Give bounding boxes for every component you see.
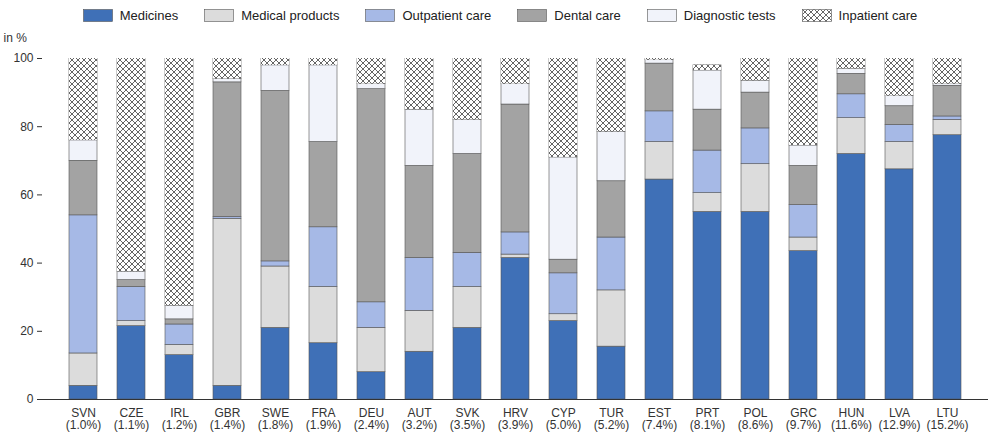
svg-text:40: 40 [20,256,34,270]
svg-text:SWE(1.8%): SWE(1.8%) [258,406,293,432]
svg-text:SVN(1.0%): SVN(1.0%) [66,406,101,432]
svg-text:HRV(3.9%): HRV(3.9%) [498,406,533,432]
html-text:Inpatient care: Inpatient care [838,7,918,23]
svg-text:in %: in % [4,31,28,45]
svg-text:CYP(5.0%): CYP(5.0%) [546,406,581,432]
svg-text:LVA(12.9%): LVA(12.9%) [878,406,920,432]
html-text:Diagnostic tests: Diagnostic tests [683,7,776,23]
svg-text:GBR(1.4%): GBR(1.4%) [210,406,245,432]
svg-text:60: 60 [20,188,34,202]
svg-text:POL(8.6%): POL(8.6%) [738,406,773,432]
svg-text:DEU(2.4%): DEU(2.4%) [354,406,389,432]
svg-text:AUT(3.2%): AUT(3.2%) [402,406,437,432]
svg-text:TUR(5.2%): TUR(5.2%) [594,406,629,432]
html-text:Medicines: Medicines [119,7,179,23]
svg-text:EST(7.4%): EST(7.4%) [642,406,677,432]
svg-text:FRA(1.9%): FRA(1.9%) [306,406,341,432]
svg-text:20: 20 [20,324,34,338]
svg-text:HUN(11.6%): HUN(11.6%) [831,406,872,432]
svg-text:0: 0 [27,392,34,406]
svg-text:PRT(8.1%): PRT(8.1%) [690,406,725,432]
svg-text:80: 80 [20,120,34,134]
svg-text:CZE(1.1%): CZE(1.1%) [114,406,149,432]
html-text:Medical products: Medical products [241,7,340,23]
svg-text:100: 100 [13,51,33,65]
svg-text:LTU(15.2%): LTU(15.2%) [926,406,968,432]
svg-text:GRC(9.7%): GRC(9.7%) [786,406,821,432]
svg-text:SVK(3.5%): SVK(3.5%) [450,406,485,432]
html-text:Outpatient care: Outpatient care [402,7,492,23]
html-text:Dental care: Dental care [554,7,621,23]
svg-text:IRL(1.2%): IRL(1.2%) [162,406,197,432]
